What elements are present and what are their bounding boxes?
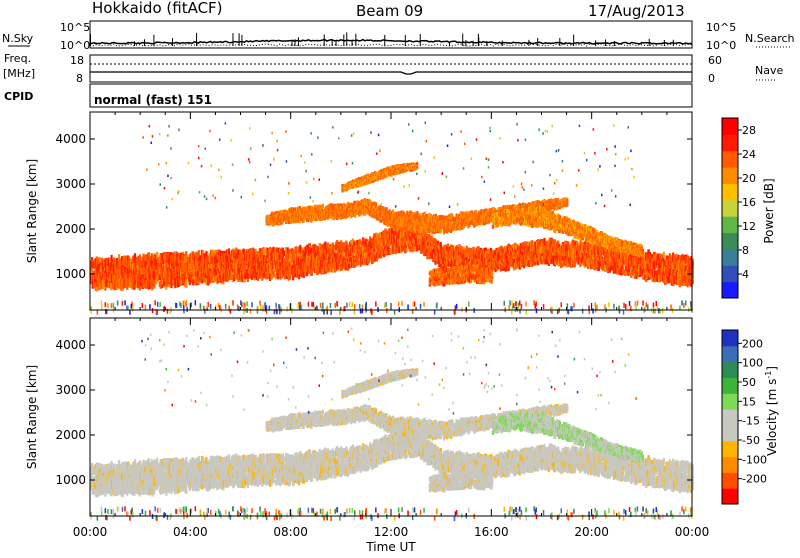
cpid-label: CPID xyxy=(4,90,33,103)
echo-cell xyxy=(185,278,187,288)
frequency-panel: Freq. [MHz] 18 8 60 0 Nave xyxy=(3,52,783,85)
noise-right-tick-bottom: 10^0 xyxy=(706,39,736,52)
freq-left-tick-bottom: 8 xyxy=(76,72,83,85)
echo-cell xyxy=(139,254,141,264)
cpid-panel: CPID normal (fast) 151 xyxy=(4,84,692,107)
echo-cell xyxy=(273,271,275,278)
freq-label-2: [MHz] xyxy=(3,67,35,80)
power-scatter-marks xyxy=(90,122,694,316)
freq-right-tick-top: 60 xyxy=(708,54,722,67)
echo-cell xyxy=(263,250,265,255)
cpid-value: normal (fast) 151 xyxy=(94,93,212,107)
echo-cell xyxy=(165,252,167,262)
echo-cell xyxy=(359,239,361,245)
echo-cell xyxy=(129,282,131,288)
noise-left-tick-top: 10^5 xyxy=(60,21,90,34)
noise-right-tick-top: 10^5 xyxy=(706,21,736,34)
freq-left-tick-top: 18 xyxy=(70,54,84,67)
freq-right-tick-bottom: 0 xyxy=(708,72,715,85)
echo-cell xyxy=(143,269,145,275)
noise-search-line xyxy=(90,44,692,46)
date-title: 17/Aug/2013 xyxy=(588,2,685,20)
nave-label: Nave xyxy=(755,64,783,77)
station-title: Hokkaido (fitACF) xyxy=(92,0,223,17)
noise-panel: N.Sky 10^5 10^0 10^5 10^0 N.Search xyxy=(2,21,795,52)
echo-cell xyxy=(110,283,112,290)
echo-cell xyxy=(452,245,454,250)
echo-cell xyxy=(545,259,547,265)
echo-cell xyxy=(406,248,408,253)
noise-left-tick-bottom: 10^0 xyxy=(60,39,90,52)
noise-sky-line xyxy=(90,40,692,44)
echo-cell xyxy=(498,247,500,252)
echo-cell xyxy=(348,264,350,269)
noise-right-label: N.Search xyxy=(745,32,795,45)
freq-label-1: Freq. xyxy=(4,52,31,65)
echo-cell xyxy=(412,246,414,252)
frequency-line xyxy=(90,72,692,74)
noise-left-label: N.Sky xyxy=(2,32,34,45)
beam-title: Beam 09 xyxy=(356,2,423,20)
